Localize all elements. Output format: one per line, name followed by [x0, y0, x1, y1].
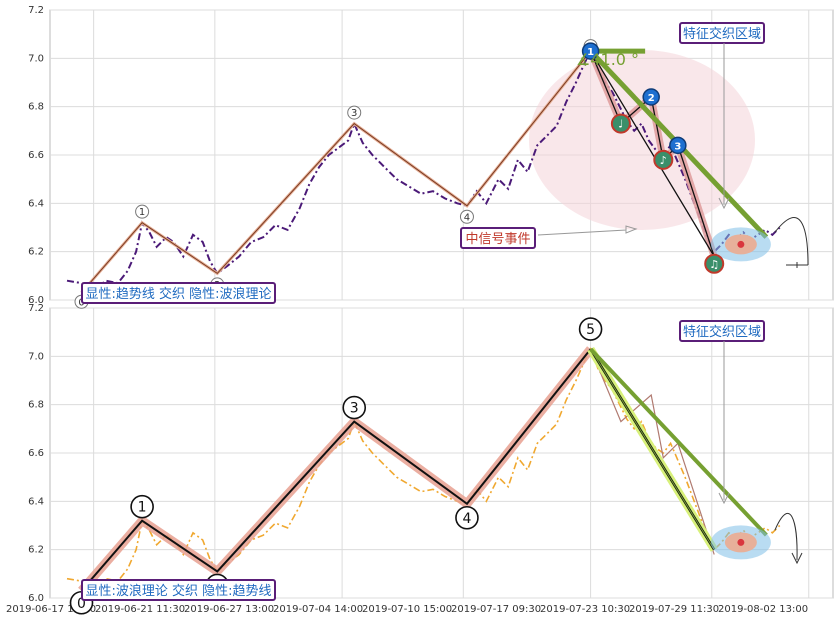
wave-point-label: 3: [351, 108, 357, 119]
note-marker: [610, 113, 631, 134]
wave-point-label: 1: [139, 207, 145, 218]
note-marker: [704, 253, 725, 274]
wave-point-marker: [347, 105, 362, 120]
x-tick-label: 2019-07-17 09:30: [451, 604, 541, 615]
feature-zone-label-bottom-text: 特征交织区域: [683, 324, 761, 340]
price-series-line-bottom: [66, 347, 781, 590]
wave-point-label-bottom: 0: [77, 596, 86, 612]
x-tick-label: 2019-07-10 15:00: [362, 604, 452, 615]
note-marker-label: ♩: [618, 118, 623, 131]
feature-zone-label-top-box: [679, 22, 765, 44]
y-tick-label: 6.2: [28, 545, 44, 556]
signal-marker-label: 1: [587, 47, 594, 58]
legend-bottom-box: [81, 579, 276, 601]
x-tick-label: 2019-07-29 11:30: [629, 604, 719, 615]
y-tick-label: 6.4: [28, 198, 44, 209]
wave-highlight-bottom: [78, 346, 595, 594]
curved-arrow: [774, 217, 809, 266]
y-tick-label: 7.0: [28, 351, 44, 362]
mid-signal-label-text: 中信号事件: [465, 232, 530, 247]
y-tick-label: 6.6: [28, 150, 44, 161]
curved-arrow-bottom: [774, 513, 798, 561]
feature-zone-pointer-head-bottom: [718, 492, 730, 505]
descending-trend-line-bottom: [589, 347, 768, 537]
intersection-zone-center: [737, 240, 745, 248]
x-tick-label: 2019-06-17 10:30: [6, 604, 96, 615]
x-tick-label: 2019-07-04 14:00: [273, 604, 363, 615]
intersection-zone-center-bottom: [737, 538, 745, 546]
legend-top-text: 显性:趋势线 交织 隐性:波浪理论: [85, 286, 271, 302]
wave-point-marker: [459, 209, 474, 224]
feature-zone-label-bottom-box: [679, 320, 765, 342]
note-marker-label: ♫: [709, 258, 719, 271]
wave-line-bottom: [80, 348, 592, 592]
y-tick-label: 6.0: [28, 593, 44, 604]
note-marker-label: ♪: [660, 154, 667, 167]
y-tick-label: 7.0: [28, 53, 44, 64]
arrow-end-bracket: [786, 262, 808, 268]
feature-zone-label-top-text: 特征交织区域: [683, 26, 761, 42]
x-tick-label: 2019-06-21 11:30: [95, 604, 185, 615]
mid-signal-label-box: [460, 227, 536, 249]
y-tick-label: 6.0: [28, 295, 44, 306]
y-tick-label: 7.2: [28, 5, 44, 16]
note-marker: [653, 149, 674, 170]
wave-point-label-bottom: 1: [138, 500, 147, 516]
y-tick-label: 6.8: [28, 400, 44, 411]
wave-point-marker-bottom: [130, 494, 154, 519]
descent-line-bottom: [590, 348, 715, 555]
mid-signal-arrow: [537, 225, 638, 236]
price-series-line: [66, 48, 781, 292]
wave-line-shadow: [80, 50, 592, 294]
wave-point-label-bottom: 5: [586, 322, 595, 338]
wave-point-marker-bottom: [455, 505, 479, 530]
signal-marker: [642, 88, 660, 106]
feature-zone-pointer-head-top: [718, 197, 730, 210]
signal-marker: [581, 42, 600, 60]
curved-arrow-head-bottom: [791, 552, 803, 565]
signal-marker-label: 3: [674, 141, 681, 152]
wave-point-marker-bottom: [342, 395, 367, 420]
y-tick-label: 6.6: [28, 448, 44, 459]
x-tick-label: 2019-07-23 10:30: [540, 604, 630, 615]
inner-trend-line-bottom: [590, 348, 715, 550]
signal-marker-label: 2: [648, 93, 655, 104]
x-tick-label: 2019-08-02 13:00: [718, 604, 808, 615]
angle-label: ∡41.0 °: [576, 50, 639, 69]
wave-point-marker: [135, 204, 150, 219]
signal-marker: [669, 136, 687, 155]
wave-point-label: 4: [464, 212, 470, 223]
legend-top-box: [81, 282, 276, 304]
descent-line: [590, 50, 715, 257]
y-tick-label: 6.8: [28, 102, 44, 113]
x-tick-label: 2019-06-27 13:00: [184, 604, 274, 615]
wave-point-marker-bottom: [578, 317, 603, 341]
support-line: [590, 50, 715, 257]
y-tick-label: 6.4: [28, 496, 44, 507]
y-tick-label: 7.2: [28, 303, 44, 314]
legend-bottom-text: 显性:波浪理论 交织 隐性:趋势线: [85, 583, 271, 599]
wave-line: [81, 50, 591, 294]
y-tick-label: 6.2: [28, 247, 44, 258]
wave-point-label-bottom: 3: [350, 401, 359, 417]
wave-point-label-bottom: 4: [462, 511, 471, 527]
feature-zone-ellipse: [529, 50, 755, 230]
